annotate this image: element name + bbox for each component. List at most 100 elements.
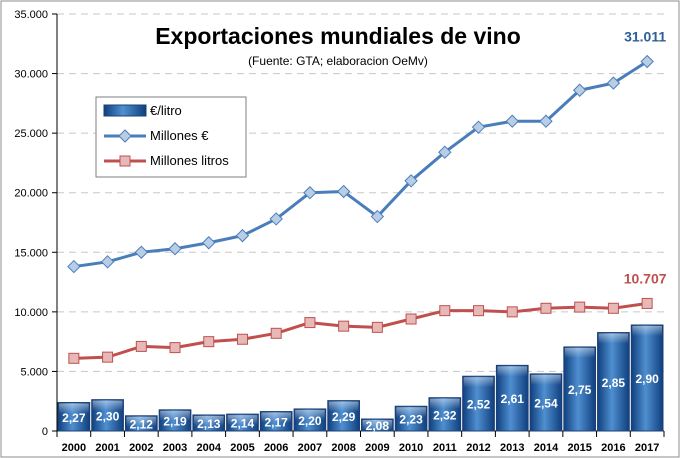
- bar-value-label: 2,75: [568, 383, 592, 397]
- bar-highlight: [531, 374, 561, 385]
- y-tick-label: 0: [42, 426, 48, 438]
- end-labels: 31.011 10.707: [624, 29, 667, 287]
- point-marker-eur: [539, 114, 553, 128]
- x-axis: 2000 2001 2002 2003 2004 2005 2006 2007 2008 2009…: [56, 430, 665, 454]
- point-marker-litros: [371, 321, 383, 333]
- bar-highlight: [497, 366, 528, 377]
- bar-value-label: 2,61: [501, 392, 525, 406]
- y-tick-label: 20.000: [14, 188, 48, 200]
- point-marker-eur: [168, 242, 182, 256]
- point-marker-litros: [338, 320, 350, 332]
- y-tick-label: 35.000: [14, 9, 48, 21]
- bar-series: [57, 324, 664, 432]
- bar-highlight: [160, 410, 190, 421]
- bar-value-label: 2,12: [130, 417, 154, 431]
- point-marker-litros: [439, 305, 451, 317]
- bar-value-label: 2,90: [635, 372, 659, 386]
- bar: [563, 346, 597, 432]
- x-tick-label: 2004: [197, 442, 222, 454]
- point-marker-litros: [270, 327, 282, 339]
- line-series: [67, 54, 654, 364]
- point-marker-litros: [574, 301, 586, 313]
- bar-value-label: 2,20: [298, 414, 322, 428]
- point-marker-litros: [473, 305, 485, 317]
- x-tick-label: 2009: [365, 442, 389, 454]
- point-marker-litros: [607, 302, 619, 314]
- x-tick-label: 2002: [129, 442, 153, 454]
- point-marker-eur: [505, 114, 519, 128]
- bar-highlight: [261, 412, 292, 423]
- point-marker-eur: [303, 186, 317, 200]
- point-marker-litros: [102, 351, 114, 363]
- point-marker-litros: [169, 342, 181, 354]
- bar-highlight: [227, 415, 258, 426]
- y-tick-label: 10.000: [14, 307, 48, 319]
- point-marker-litros: [236, 333, 248, 345]
- x-tick-label: 2005: [230, 442, 254, 454]
- bar-value-label: 2,17: [265, 415, 289, 429]
- bar-highlight: [463, 377, 494, 388]
- bar-value-label: 2,54: [534, 396, 558, 410]
- x-tick-label: 2006: [264, 442, 288, 454]
- legend: €/litro Millones € Millones litros: [95, 96, 247, 178]
- point-marker-litros: [304, 317, 316, 329]
- y-tick-label: 30.000: [14, 69, 48, 81]
- bar-highlight: [328, 401, 359, 412]
- point-marker-litros: [135, 340, 147, 352]
- point-marker-litros: [203, 336, 215, 348]
- bar-highlight: [564, 347, 595, 358]
- point-marker-eur: [235, 228, 250, 243]
- legend-marker-litros: [119, 155, 131, 167]
- point-marker-eur: [438, 145, 452, 159]
- bar-value-label: 2,30: [96, 409, 120, 423]
- point-marker-litros: [540, 302, 552, 314]
- bar-highlight: [632, 325, 662, 336]
- y-tick-label: 15.000: [14, 247, 48, 259]
- y-tick-label: 5.000: [20, 366, 48, 378]
- bar-highlight: [295, 409, 325, 420]
- legend-label-bar: €/litro: [150, 103, 182, 118]
- bar-value-label: 2,19: [163, 414, 187, 428]
- point-marker-litros: [68, 352, 80, 364]
- bar-highlight: [193, 415, 224, 426]
- bar-value-label: 2,13: [197, 417, 221, 431]
- point-marker-litros: [506, 306, 518, 318]
- end-label-litros: 10.707: [624, 270, 667, 286]
- bar: [597, 332, 630, 432]
- bar-value-label: 2,85: [602, 376, 626, 390]
- x-tick-label: 2000: [62, 442, 86, 454]
- x-tick-label: 2003: [163, 442, 187, 454]
- point-marker-eur: [640, 54, 654, 69]
- x-tick-label: 2016: [601, 442, 625, 454]
- point-marker-eur: [404, 174, 418, 188]
- end-label-eur: 31.011: [624, 29, 666, 45]
- point-marker-eur: [572, 83, 587, 97]
- point-marker-litros: [641, 297, 653, 309]
- legend-swatch-bar: [103, 104, 147, 117]
- x-tick-label: 2001: [95, 442, 119, 454]
- x-tick-label: 2012: [466, 442, 490, 454]
- point-marker-eur: [134, 245, 149, 259]
- point-marker-eur: [67, 259, 81, 274]
- x-tick-label: 2013: [500, 442, 524, 454]
- chart-subtitle: (Fuente: GTA; elaboracion OeMv): [248, 54, 428, 68]
- bar-value-label: 2,32: [433, 408, 457, 422]
- bar-highlight: [92, 400, 123, 411]
- bar-highlight: [362, 420, 393, 430]
- bar-value-label: 2,08: [366, 419, 390, 433]
- bar-highlight: [598, 333, 629, 344]
- x-tick-label: 2017: [635, 442, 659, 454]
- point-marker-eur: [471, 120, 486, 134]
- point-marker-eur: [370, 209, 385, 224]
- bar-value-label: 2,14: [231, 417, 255, 431]
- point-marker-litros: [405, 313, 417, 325]
- bar-highlight: [396, 407, 426, 418]
- y-axis: 0 5.000 10.000 15.000 20.000 25.000 30.000 35.0…: [14, 9, 58, 438]
- chart-title: Exportaciones mundiales de vino: [155, 23, 521, 49]
- x-tick-label: 2015: [567, 442, 591, 454]
- point-marker-eur: [100, 255, 115, 269]
- line-millones-litros: [73, 301, 648, 360]
- point-marker-eur: [269, 212, 283, 226]
- bar-highlight: [126, 416, 157, 427]
